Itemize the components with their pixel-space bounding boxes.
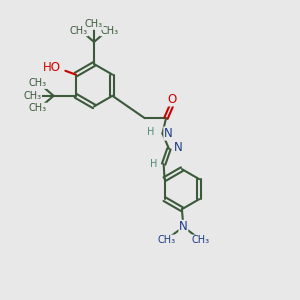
Text: CH₃: CH₃	[191, 235, 209, 245]
Text: CH₃: CH₃	[70, 26, 88, 36]
Text: H: H	[147, 127, 154, 137]
Text: CH₃: CH₃	[28, 79, 46, 88]
Text: CH₃: CH₃	[157, 235, 176, 245]
Text: HO: HO	[43, 61, 61, 74]
Text: CH₃: CH₃	[23, 91, 41, 101]
Text: O: O	[168, 93, 177, 106]
Text: N: N	[164, 127, 173, 140]
Text: N: N	[174, 141, 183, 154]
Text: CH₃: CH₃	[28, 103, 46, 113]
Text: N: N	[179, 220, 188, 233]
Text: CH₃: CH₃	[100, 26, 118, 36]
Text: CH₃: CH₃	[85, 19, 103, 29]
Text: H: H	[150, 159, 157, 169]
